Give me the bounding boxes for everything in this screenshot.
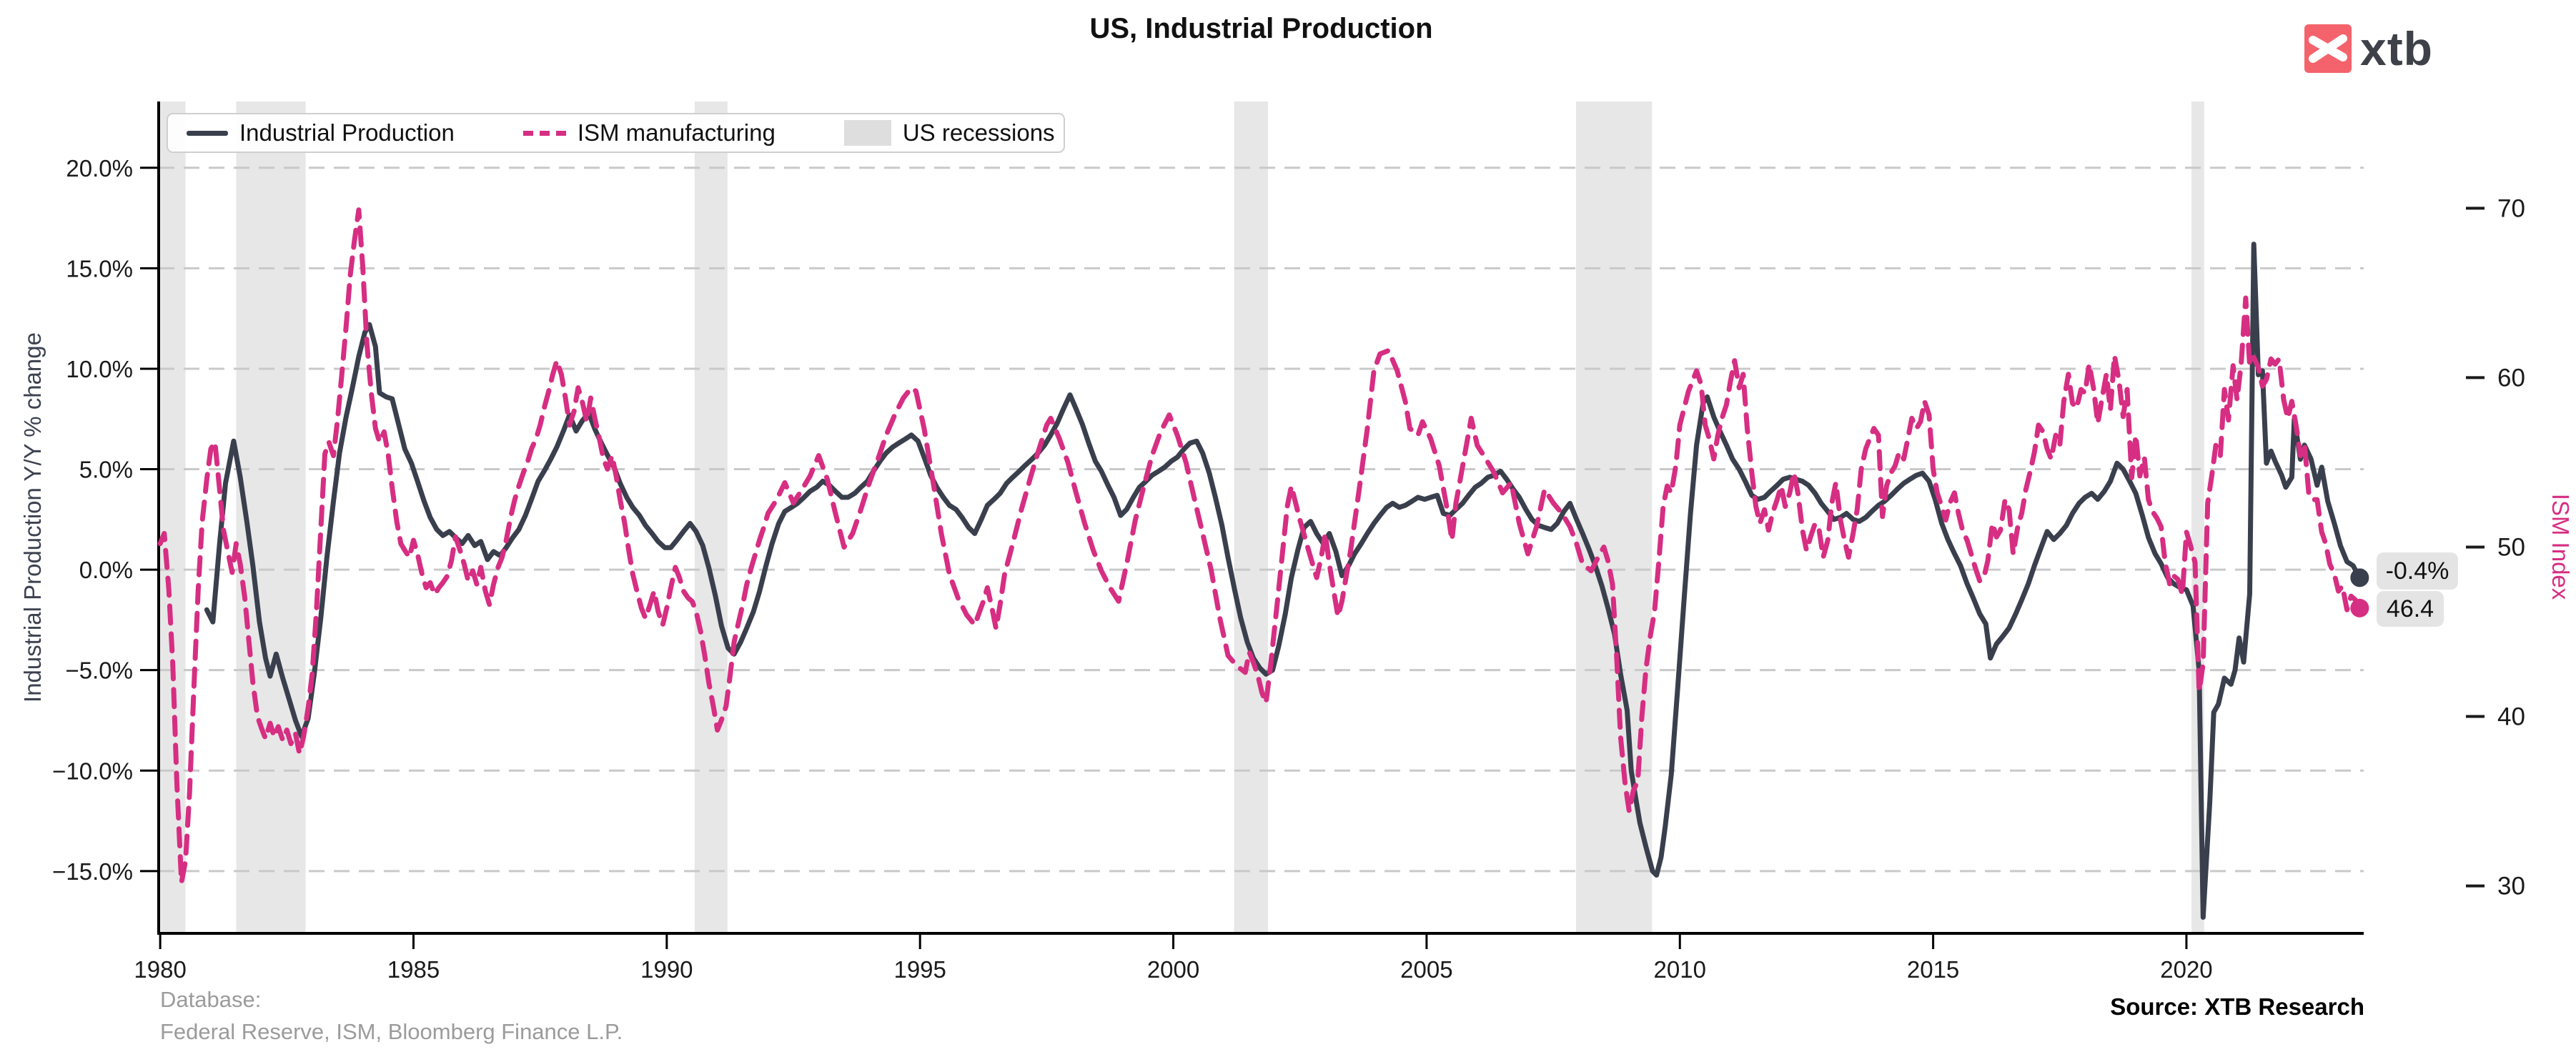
y-left-tick-label: 20.0%: [66, 155, 133, 182]
ip-last-value-label: -0.4%: [2377, 552, 2458, 590]
x-tick-label: 2020: [2160, 956, 2212, 983]
x-tick-label: 2000: [1147, 956, 1199, 983]
xtb-logo-icon: [2304, 24, 2352, 73]
y-left-axis-title: Industrial Production Y/Y % change: [19, 332, 46, 703]
database-note-line2: Federal Reserve, ISM, Bloomberg Finance …: [160, 1019, 623, 1044]
ism-manufacturing-line: [157, 207, 2362, 885]
page-title: US, Industrial Production: [1089, 13, 1433, 44]
y-left-tick-label: −15.0%: [52, 858, 133, 885]
legend: Industrial Production ISM manufacturing …: [167, 113, 1065, 153]
solid-line-swatch-icon: [187, 130, 228, 136]
recession-band: [1575, 101, 1653, 933]
y-right-axis-title: ISM Index: [2547, 493, 2574, 600]
ism-last-value-label: 46.4: [2377, 591, 2444, 627]
recession-bands: [160, 101, 2204, 933]
y-left-tick-label: −10.0%: [52, 758, 133, 784]
database-note-line1: Database:: [160, 987, 262, 1012]
y-left-tick-label: 15.0%: [66, 255, 133, 282]
recession-band: [160, 101, 186, 933]
y-left-tick-label: 10.0%: [66, 356, 133, 382]
y-right-tick-label: 40: [2497, 703, 2525, 731]
legend-item-industrial-production: Industrial Production: [187, 119, 455, 147]
x-tick-label: 1995: [893, 956, 946, 983]
series-end-dot: [2350, 568, 2369, 587]
legend-item-us-recessions: US recessions: [843, 119, 1055, 147]
y-left-tick-label: 0.0%: [79, 557, 133, 583]
x-tick-label: 1980: [134, 956, 186, 983]
dashed-line-swatch-icon: [522, 130, 566, 136]
x-tick-label: 2015: [1907, 956, 1959, 983]
xtb-logo-text: xtb: [2360, 22, 2433, 75]
series-end-dot: [2350, 598, 2369, 617]
source-note: Source: XTB Research: [2110, 993, 2364, 1020]
y-left-tick-label: −5.0%: [66, 657, 134, 684]
y-right-tick-label: 50: [2497, 533, 2525, 561]
legend-item-ism-manufacturing: ISM manufacturing: [522, 119, 776, 147]
y-right-tick-label: 70: [2497, 194, 2525, 222]
x-tick-label: 1985: [387, 956, 440, 983]
legend-label: Industrial Production: [239, 119, 455, 146]
gray-patch-swatch-icon: [843, 120, 891, 146]
y-right-tick-label: 60: [2497, 364, 2525, 392]
y-right-axis: 70 60 50 40 30: [2466, 194, 2525, 900]
legend-label: ISM manufacturing: [577, 119, 776, 146]
x-glyph-icon: [2309, 34, 2347, 63]
legend-label: US recessions: [902, 119, 1055, 146]
database-note: Database: Federal Reserve, ISM, Bloomber…: [160, 983, 623, 1048]
x-axis-ticks: 1980 1985 1990 1995 2000 2005 2010 2015 2020: [134, 933, 2213, 983]
recession-band: [1234, 101, 1269, 933]
xtb-logo: xtb: [2304, 24, 2433, 73]
x-tick-label: 1990: [640, 956, 693, 983]
industrial-production-line: [204, 242, 2362, 920]
y-right-tick-label: 30: [2497, 873, 2525, 900]
x-tick-label: 2010: [1654, 956, 1706, 983]
x-tick-label: 2005: [1400, 956, 1452, 983]
gridlines: 20.0% 15.0% 10.0% 5.0% 0.0% −5.0% −10.0% −15.0%: [52, 155, 2364, 885]
y-left-tick-label: 5.0%: [79, 457, 133, 483]
recession-band: [694, 101, 728, 933]
